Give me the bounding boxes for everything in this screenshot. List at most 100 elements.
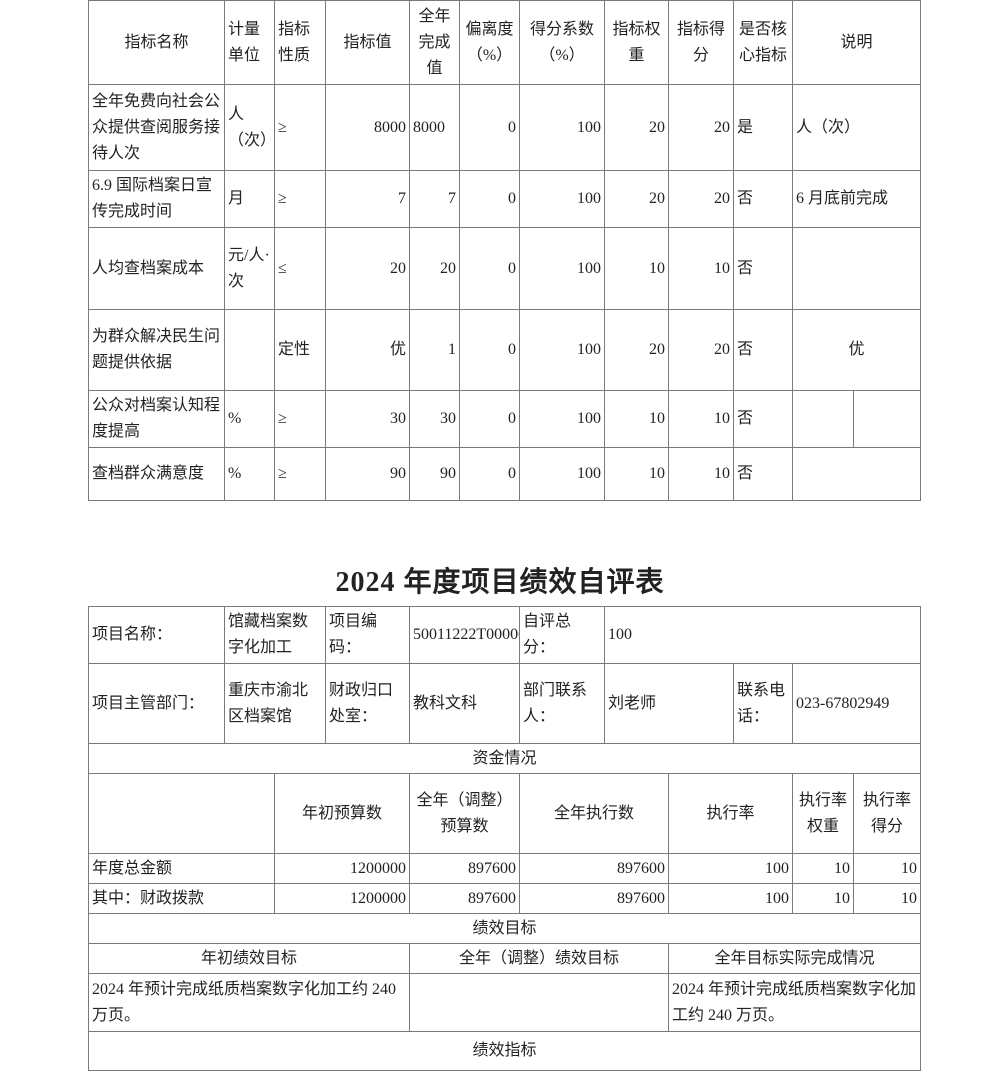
funds-cell-text: 其中：财政拨款 — [92, 889, 205, 907]
indicator-cell: 8000 — [409, 84, 460, 171]
indicator-cell: 0 — [459, 84, 520, 171]
indicator-cell-text: 100 — [577, 341, 601, 358]
funds-cell: 10 — [853, 853, 921, 884]
funds-cell: 10 — [792, 883, 854, 914]
indicator-cell-text: 全年免费向社会公众提供查阅服务接待人次 — [92, 92, 221, 162]
indicator-cell: 10 — [668, 227, 734, 310]
form-title: 2024 年度项目绩效自评表 — [335, 567, 665, 598]
indicator-cell: 为群众解决民生问题提供依据 — [88, 309, 225, 391]
funds-section-header: 资金情况 — [88, 743, 921, 774]
indicator-cell: 10 — [604, 447, 669, 501]
funds-cell: 897600 — [409, 853, 520, 884]
project-code-label: 项目编码： — [325, 606, 410, 664]
indicator-cell: 20 — [604, 84, 669, 171]
indicator-cell-text: ≥ — [278, 410, 287, 427]
indicator-cell-text: 否 — [737, 190, 754, 207]
indicator-header-text: 得分系数（%） — [529, 20, 594, 64]
indicator-cell-text: 1 — [448, 341, 456, 358]
indicator-cell: 10 — [604, 227, 669, 310]
indicator-cell: ≥ — [274, 447, 326, 501]
indicator-cell — [792, 447, 921, 501]
funds-cell: 100 — [668, 883, 793, 914]
project-code: 50011222T000000073437 — [409, 606, 520, 664]
funds-cell: 897600 — [519, 853, 669, 884]
indicator-note — [792, 390, 854, 448]
indicator-cell-text: 100 — [577, 259, 601, 277]
indicator-cell-text: 20 — [390, 259, 406, 277]
indicator-cell-text: 10 — [714, 465, 730, 482]
indicators-section-header-text: 绩效指标 — [472, 1042, 537, 1059]
indicator-cell: ≥ — [274, 84, 326, 171]
indicator-header: 指标权重 — [604, 0, 669, 85]
phone: 023-67802949 — [792, 663, 921, 744]
goals-header-text: 年初绩效目标 — [200, 949, 297, 967]
indicator-cell: 全年免费向社会公众提供查阅服务接待人次 — [88, 84, 225, 171]
indicator-cell-text: 20 — [714, 118, 730, 136]
indicator-cell-text: 优 — [389, 341, 406, 358]
goals-value: 2024 年预计完成纸质档案数字化加工约 240 万页。 — [88, 973, 410, 1032]
indicator-cell: % — [224, 390, 275, 448]
indicator-cell-text: ≥ — [278, 190, 287, 207]
funds-header: 全年（调整）预算数 — [409, 773, 520, 854]
contact-label-text: 部门联系人： — [523, 681, 588, 725]
funds-cell-text: 10 — [834, 859, 850, 877]
indicator-header-text: 是否核心指标 — [738, 20, 787, 64]
indicator-cell: 20 — [604, 309, 669, 391]
indicator-cell: 8000 — [325, 84, 410, 171]
funds-header-text: 执行率 — [706, 804, 755, 822]
funds-header-text: 全年执行数 — [553, 804, 634, 822]
indicator-cell-text: 7 — [398, 190, 406, 207]
indicator-cell: 30 — [325, 390, 410, 448]
indicator-cell: 否 — [733, 447, 793, 501]
indicator-cell-text: 人（次） — [228, 105, 275, 149]
indicator-cell: 10 — [604, 390, 669, 448]
funds-cell-text: 897600 — [468, 889, 516, 907]
funds-cell-text: 10 — [901, 889, 917, 907]
indicator-cell: 0 — [459, 309, 520, 391]
indicator-cell-text: 20 — [649, 190, 665, 207]
self-score-label: 自评总分： — [519, 606, 605, 664]
indicator-cell: 查档群众满意度 — [88, 447, 225, 501]
funds-cell: 897600 — [409, 883, 520, 914]
funds-cell: 100 — [668, 853, 793, 884]
indicator-cell-text: ≥ — [278, 465, 287, 482]
indicator-cell: 1 — [409, 309, 460, 391]
indicator-cell-text: 8000 — [413, 118, 445, 136]
goals-header-text: 全年目标实际完成情况 — [714, 949, 875, 967]
indicator-cell-text: 6 月底前完成 — [796, 190, 889, 207]
indicator-header: 指标得分 — [668, 0, 734, 85]
indicator-cell: 100 — [519, 390, 605, 448]
indicator-cell: 20 — [668, 309, 734, 391]
contact: 刘老师 — [604, 663, 734, 744]
indicator-cell-text: 20 — [714, 341, 730, 358]
indicator-header: 是否核心指标 — [733, 0, 793, 85]
indicator-cell: 90 — [409, 447, 460, 501]
indicator-cell-text: 公众对档案认知程度提高 — [92, 397, 221, 440]
indicator-cell-text: 7 — [448, 190, 456, 207]
indicator-cell: 20 — [604, 170, 669, 228]
indicator-cell: 90 — [325, 447, 410, 501]
indicator-header: 偏离度（%） — [459, 0, 520, 85]
finance-office-label-text: 财政归口处室： — [329, 681, 394, 725]
indicator-cell: 是 — [733, 84, 793, 171]
goals-header: 全年（调整）绩效目标 — [409, 943, 669, 974]
funds-cell-text: 10 — [834, 889, 850, 907]
finance-office-label: 财政归口处室： — [325, 663, 410, 744]
indicator-note — [853, 390, 921, 448]
project-name-label: 项目名称： — [88, 606, 225, 664]
indicator-cell: 20 — [668, 84, 734, 171]
indicator-cell: ≥ — [274, 390, 326, 448]
indicator-cell-text: 20 — [649, 341, 665, 358]
indicator-cell: 人（次） — [792, 84, 921, 171]
indicator-cell: 月 — [224, 170, 275, 228]
phone-label: 联系电话： — [733, 663, 793, 744]
indicator-cell-text: 90 — [390, 465, 406, 482]
indicator-header: 说明 — [792, 0, 921, 85]
indicator-cell-text: 0 — [508, 259, 516, 277]
funds-cell-text: 100 — [765, 889, 789, 907]
indicator-header: 计量单位 — [224, 0, 275, 85]
indicator-cell: 0 — [459, 170, 520, 228]
indicator-cell: 优 — [325, 309, 410, 391]
indicator-cell-text: 10 — [649, 259, 665, 277]
funds-section-header-text: 资金情况 — [472, 749, 537, 767]
